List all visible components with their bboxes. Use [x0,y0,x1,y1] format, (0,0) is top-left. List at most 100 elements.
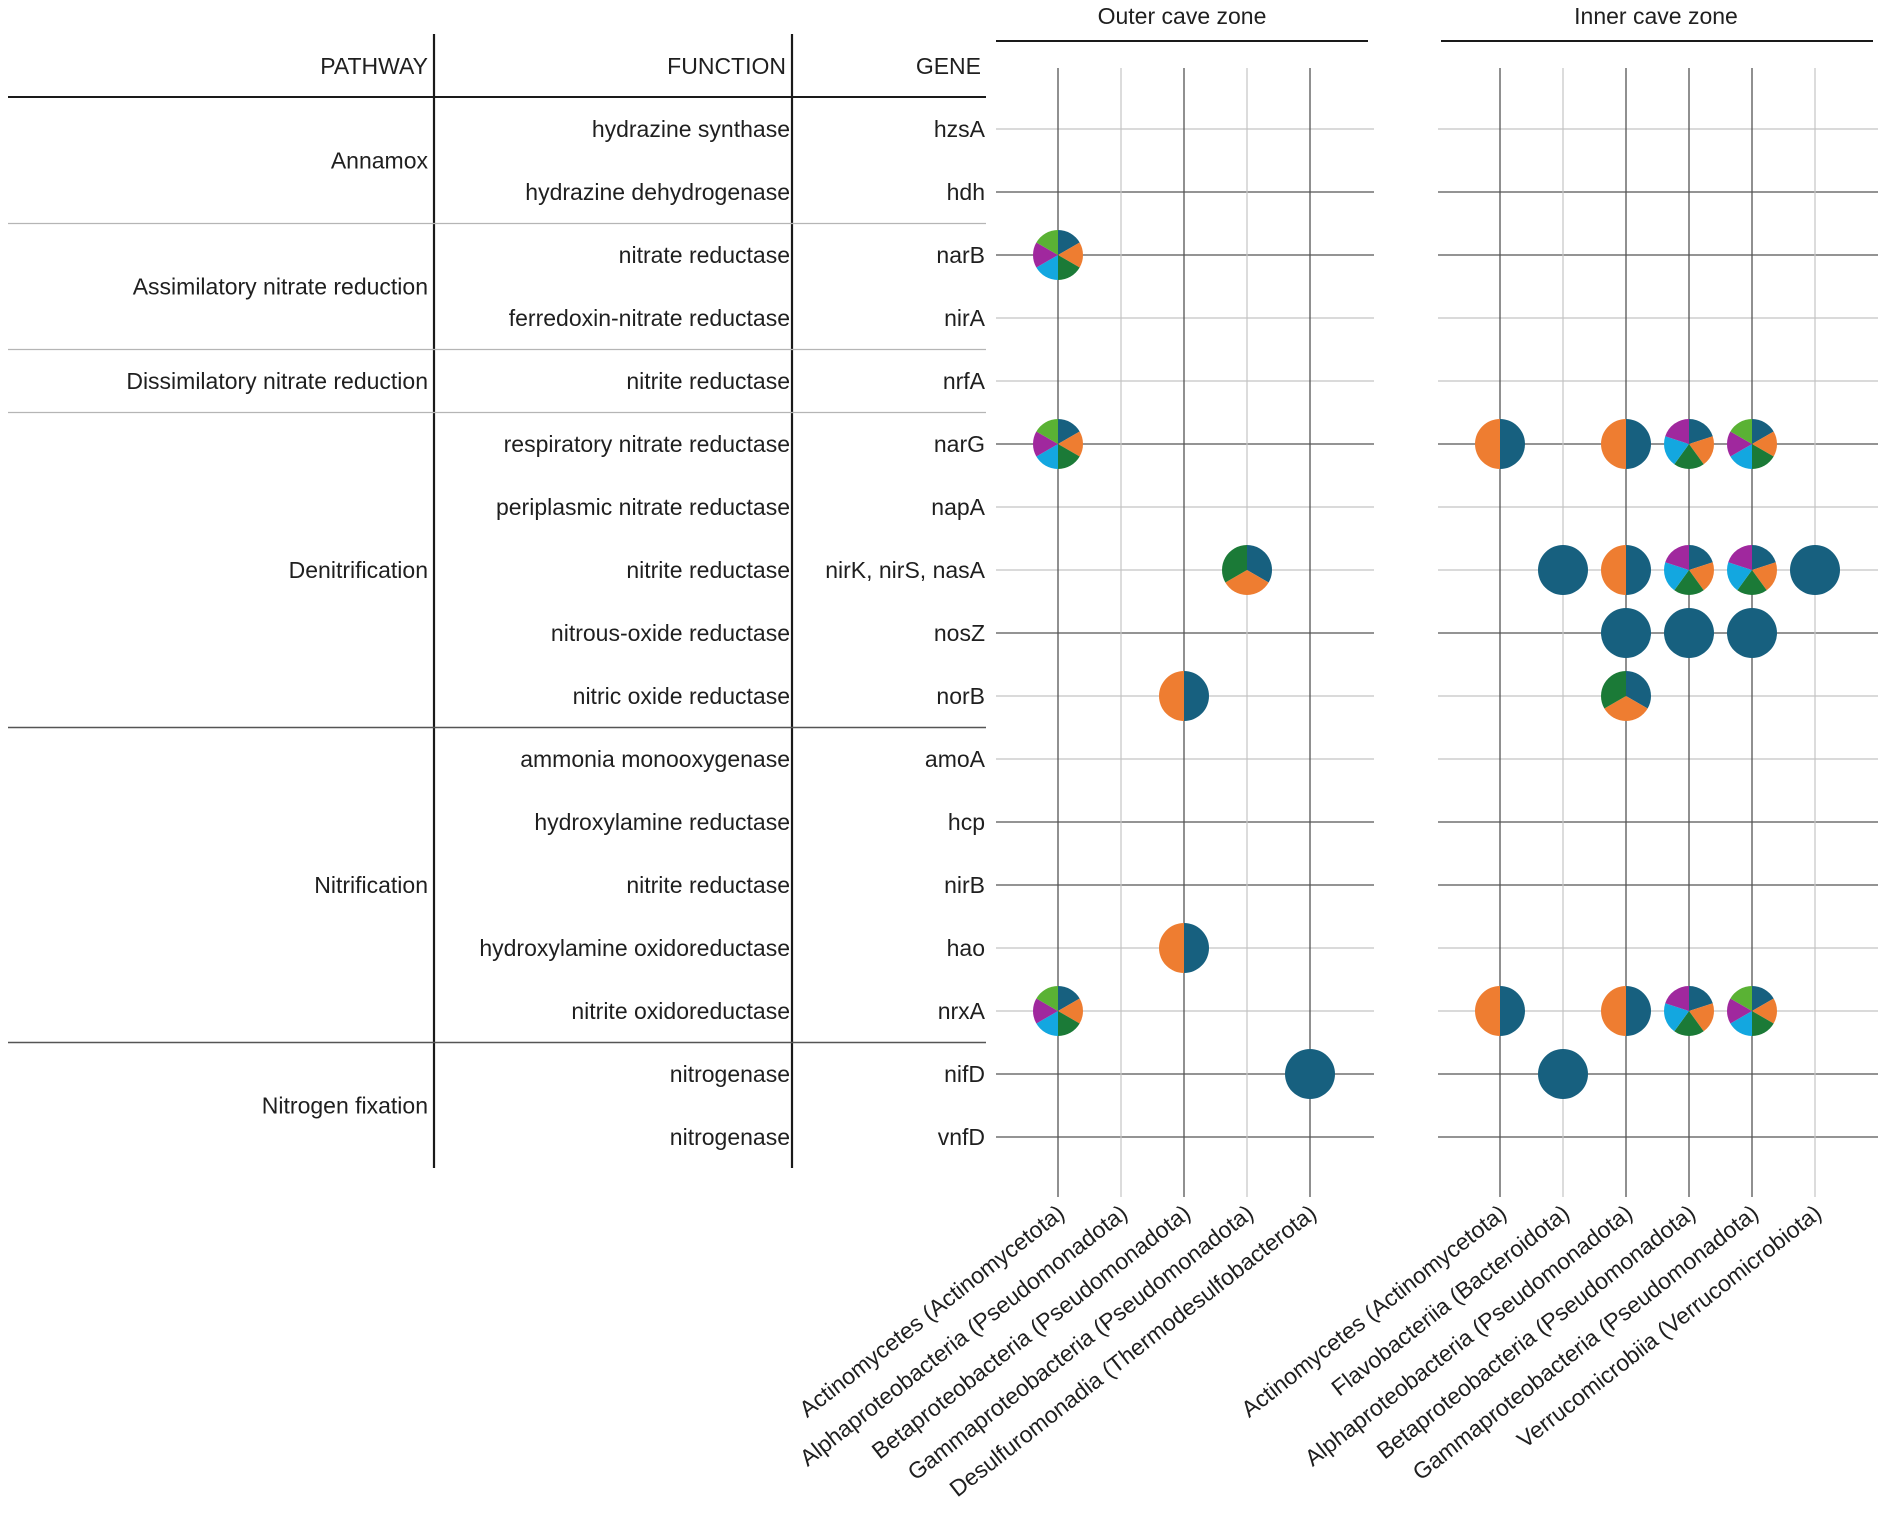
pie-slice [1036,419,1058,444]
pie-slice [1500,419,1525,469]
pie-slice [1058,230,1080,255]
pie-narg [1727,419,1777,469]
pie-slice [1663,436,1689,465]
pie-slice [1032,998,1058,1024]
pie-slice [1601,419,1626,469]
function-label: nitrogenase [670,1124,790,1150]
gene-label: nosZ [934,620,985,646]
gene-label: hao [947,935,985,961]
pie-nosz [1664,608,1714,658]
gene-label: norB [936,683,985,709]
pie-slice [1665,986,1689,1011]
pie-narg [1601,419,1651,469]
pie-slice [1752,444,1774,469]
pie-slice [1752,1011,1774,1036]
gene-label: nrfA [943,368,986,394]
pie-slice [1664,562,1689,591]
function-label: nitrous-oxide reductase [551,620,790,646]
function-label: ammonia monooxygenase [520,746,790,772]
pie-nrxa [1663,986,1714,1036]
pie-slice [1626,986,1651,1036]
function-label: respiratory nitrate reductase [504,431,790,457]
pie-slice [1475,986,1500,1036]
pathway-label: Dissimilatory nitrate reduction [126,368,428,394]
pie-slice [1689,562,1714,591]
header-pathway: PATHWAY [320,53,428,79]
pie-slice [1665,419,1689,444]
pie-slice [1737,570,1767,595]
function-label: nitrite reductase [626,872,790,898]
function-label: hydrazine dehydrogenase [525,179,790,205]
function-label: hydroxylamine reductase [534,809,790,835]
pie-nirk-nirs-nasa [1790,545,1840,595]
pie-slice [1752,986,1774,1011]
pie-slice [1752,431,1777,457]
pie-slice [1674,1011,1704,1036]
function-label: nitrite oxidoreductase [571,998,790,1024]
pie-slice [1538,1049,1588,1099]
pathway-label: Annamox [331,148,429,174]
pie-hao [1159,923,1209,973]
pie-nrxa [1032,986,1083,1036]
pie-nirk-nirs-nasa [1601,545,1651,595]
pie-slice [1538,545,1588,595]
pie-slice [1665,545,1689,570]
pie-nosz [1727,608,1777,658]
pie-slice [1626,419,1651,469]
pie-nrxa [1727,985,1777,1036]
gene-label: napA [931,494,985,520]
pie-slice [1663,1003,1689,1032]
pie-slice [1058,255,1080,280]
pie-slice [1036,230,1058,255]
gene-label: nrxA [938,998,986,1024]
pie-slice [1626,671,1652,709]
gene-label: nirB [944,872,985,898]
pie-slice [1601,986,1626,1036]
pie-slice [1285,1049,1335,1099]
pie-slice [1247,545,1272,583]
pie-narg [1032,419,1083,469]
pie-slice [1058,431,1083,457]
pie-nifd [1285,1049,1335,1099]
gene-label: nirA [944,305,986,331]
pie-slice [1159,671,1184,721]
gene-label: vnfD [938,1124,985,1150]
function-label: nitrate reductase [619,242,790,268]
pie-nosz [1601,608,1651,658]
pie-slice [1058,998,1083,1024]
pie-slice [1689,436,1714,465]
pie-slice [1689,545,1713,570]
pie-slice [1601,545,1626,595]
pathway-label: Denitrification [289,557,428,583]
pie-slice [1664,608,1714,658]
pie-slice [1752,562,1777,591]
pie-slice [1032,431,1058,457]
pie-slice [1728,545,1752,570]
pie-slice [1601,671,1626,709]
function-label: ferredoxin-nitrate reductase [509,305,790,331]
pie-slice [1727,998,1752,1024]
pie-nirk-nirs-nasa [1664,545,1714,595]
pie-slice [1475,419,1500,469]
pathway-label: Assimilatory nitrate reduction [133,274,428,300]
pie-norb [1159,671,1209,721]
pie-slice [1036,986,1058,1011]
pie-slice [1036,444,1058,469]
pie-slice [1730,1011,1752,1036]
pie-slice [1674,570,1704,595]
pie-narg [1475,419,1525,469]
pie-narg [1663,419,1714,469]
pathway-label: Nitrogen fixation [262,1093,428,1119]
pie-slice [1184,671,1209,721]
function-label: nitrite reductase [626,557,790,583]
pie-nirk-nirs-nasa [1538,545,1588,595]
pie-slice [1727,608,1777,658]
pie-slice [1036,1011,1058,1036]
pie-slice [1790,545,1840,595]
pie-slice [1058,444,1080,469]
function-label: nitric oxide reductase [573,683,790,709]
pie-nirk-nirs-nasa [1222,545,1272,595]
zone-title: Outer cave zone [1098,3,1267,29]
pie-slice [1752,998,1777,1024]
pie-slice [1689,1003,1714,1032]
